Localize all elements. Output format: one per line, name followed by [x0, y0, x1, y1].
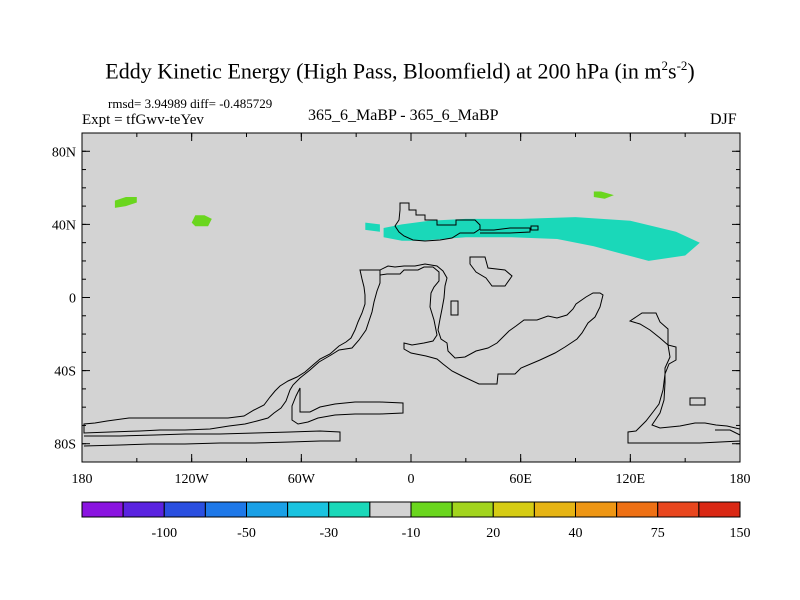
- axes: 180 120W 60W 0 60E 120E 180 80N 40N 0 40S 80S: [52, 132, 751, 487]
- y-tick-label: 40S: [54, 365, 76, 380]
- coastline-east-antarctic: [715, 429, 741, 436]
- experiment-label: Expt = tfGwv-teYev: [82, 112, 204, 128]
- colorbar: -100 -50 -30 -10 20 40 75 150: [81, 501, 751, 541]
- season-label: DJF: [710, 111, 737, 128]
- coastline-small-lake: [450, 300, 459, 316]
- chart-title-sup1: 2: [661, 58, 669, 73]
- y-tick-label: 80N: [52, 145, 76, 160]
- coastline-north-america: [394, 202, 481, 242]
- chart-title-sup2: -2: [676, 58, 688, 73]
- coastline-ridge: [291, 387, 404, 425]
- coastline-south-america: [379, 263, 604, 385]
- colorbar-swatch: [246, 501, 289, 518]
- y-tick-label: 0: [69, 292, 76, 307]
- anomaly-positive-small-north-pacific: [114, 197, 137, 208]
- x-tick-label: 60W: [288, 472, 316, 487]
- colorbar-label: 75: [651, 526, 665, 541]
- anomaly-negative-north-atlantic-eurasia: [383, 217, 700, 261]
- anomaly-positive-small-east-pacific: [191, 215, 212, 227]
- colorbar-swatch: [657, 501, 700, 518]
- colorbar-swatch: [287, 501, 330, 518]
- colorbar-swatch: [81, 501, 124, 518]
- colorbar-label: -10: [402, 526, 421, 541]
- colorbar-label: 150: [730, 526, 751, 541]
- x-tick-label: 180: [72, 472, 93, 487]
- colorbar-swatch: [575, 501, 618, 518]
- coastline-island: [530, 225, 539, 231]
- colorbar-swatch: [369, 501, 412, 518]
- colorbar-label: -30: [319, 526, 338, 541]
- coastline-antarctic-west: [83, 430, 341, 447]
- chart-title-mid: s: [668, 58, 677, 84]
- colorbar-swatch: [328, 501, 371, 518]
- colorbar-swatch: [204, 501, 248, 518]
- colorbar-swatch: [122, 501, 165, 518]
- x-tick-label: 0: [408, 472, 415, 487]
- chart-title: Eddy Kinetic Energy (High Pass, Bloomfie…: [0, 58, 800, 84]
- anomaly-positive-small-east-asia: [593, 191, 614, 199]
- x-tick-label: 180: [730, 472, 751, 487]
- x-tick-label: 120W: [175, 472, 210, 487]
- colorbar-label: 40: [569, 526, 583, 541]
- chart-title-text: Eddy Kinetic Energy (High Pass, Bloomfie…: [105, 58, 662, 84]
- anomaly-negative-small-atlantic: [365, 222, 380, 232]
- colorbar-swatch: [533, 501, 577, 518]
- colorbar-swatch: [616, 501, 659, 518]
- rmsd-label: rmsd= 3.94989 diff= -0.485729: [108, 96, 273, 111]
- colorbar-swatch: [163, 501, 206, 518]
- x-tick-label: 60E: [509, 472, 532, 487]
- coastline-peninsula: [469, 256, 513, 287]
- colorbar-swatch: [492, 501, 535, 518]
- colorbar-swatch: [698, 501, 741, 518]
- coastline-west-continent: [83, 269, 381, 434]
- colorbar-swatch: [451, 501, 494, 518]
- coastline-north-america-east: [480, 227, 531, 234]
- colorbar-label: 20: [486, 526, 500, 541]
- colorbar-label: -100: [151, 526, 177, 541]
- y-tick-label: 80S: [54, 438, 76, 453]
- coastlines: [83, 202, 741, 447]
- x-tick-label: 120E: [616, 472, 646, 487]
- colorbar-label: -50: [237, 526, 256, 541]
- chart-title-tail: ): [687, 58, 695, 84]
- colorbar-swatch: [410, 501, 453, 518]
- y-tick-label: 40N: [52, 218, 76, 233]
- anomaly-layer: [114, 191, 700, 261]
- plot-area: [82, 133, 740, 462]
- case-label: 365_6_MaBP - 365_6_MaBP: [308, 107, 499, 124]
- coastline-east-island: [689, 397, 706, 406]
